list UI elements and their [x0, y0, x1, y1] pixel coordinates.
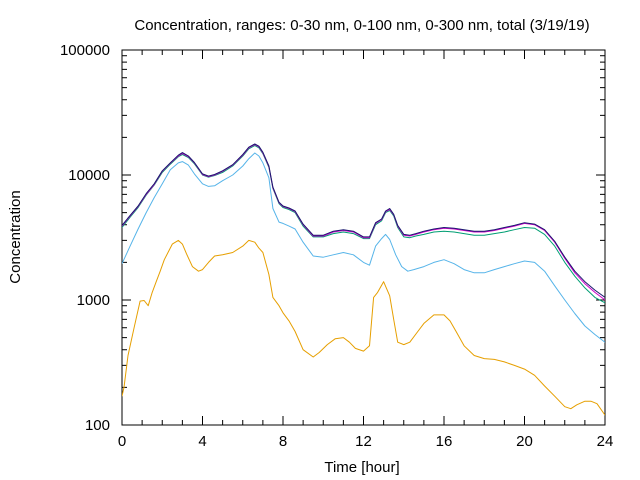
x-tick-label: 0 [118, 433, 126, 450]
series-line-4 [122, 144, 605, 301]
y-tick-label: 100 [85, 417, 110, 434]
x-axis-label: Time [hour] [324, 459, 399, 476]
x-tick-label: 20 [516, 433, 533, 450]
y-axis-label: Concentration [7, 190, 24, 283]
series-line-1 [122, 239, 605, 416]
x-tick-label: 8 [279, 433, 287, 450]
x-tick-label: 16 [436, 433, 453, 450]
x-axis: 0 4 8 12 16 20 24 [118, 50, 614, 450]
series-line-5 [122, 143, 605, 298]
x-tick-label: 4 [198, 433, 206, 450]
y-tick-label: 1000 [77, 292, 110, 309]
x-tick-label: 24 [597, 433, 614, 450]
chart-title: Concentration, ranges: 0-30 nm, 0-100 nm… [134, 17, 589, 34]
y-axis: 100 1000 10000 100000 [60, 42, 605, 434]
y-tick-label: 100000 [60, 42, 110, 59]
series-line-2 [122, 152, 605, 343]
y-tick-label: 10000 [68, 167, 110, 184]
x-tick-label: 12 [355, 433, 372, 450]
series-group [122, 143, 605, 416]
